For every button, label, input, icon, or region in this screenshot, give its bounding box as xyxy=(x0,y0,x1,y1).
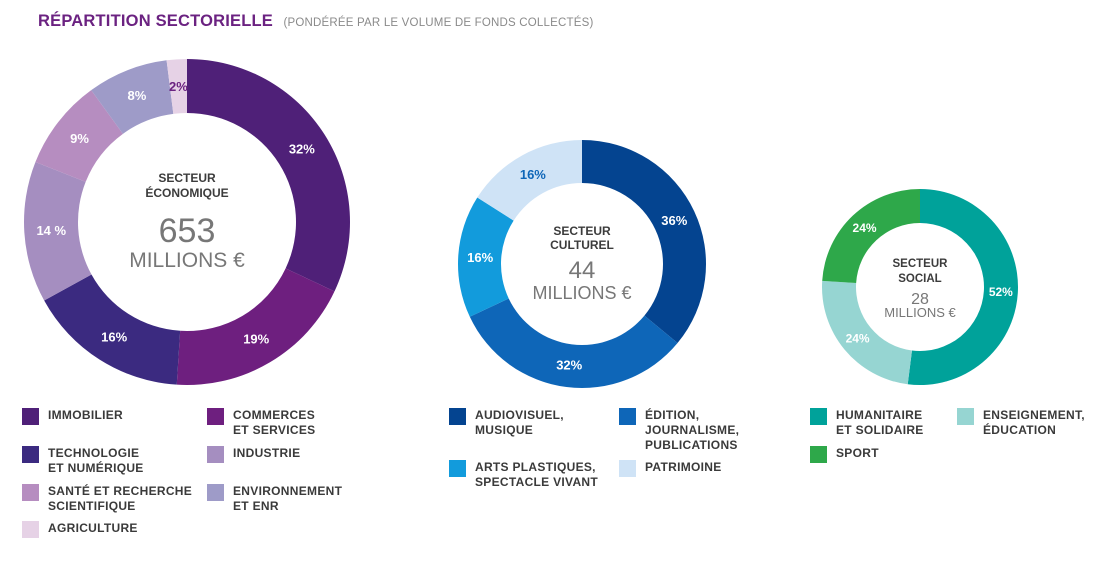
center-amount: 653 xyxy=(159,212,216,250)
chart-title: RÉPARTITION SECTORIELLE xyxy=(38,12,274,30)
donut-slice-commerces-et-services xyxy=(176,268,335,385)
legend-swatch xyxy=(22,484,39,501)
donut-slice-edition-journalisme-publications xyxy=(469,298,678,388)
legend-swatch xyxy=(449,460,466,477)
slice-data-label: 32% xyxy=(289,142,315,157)
donut-charts: 32%19%16%14 %9%8%2%SECTEURÉCONOMIQUE653M… xyxy=(24,59,1018,388)
legend-item-enseignement-education: ENSEIGNEMENT, ÉDUCATION xyxy=(957,408,1085,438)
center-sector-name: ÉCONOMIQUE xyxy=(145,185,228,200)
donut-slice-sport xyxy=(822,189,920,283)
legend-item-commerces-et-services: COMMERCES ET SERVICES xyxy=(207,408,315,438)
center-unit: MILLIONS € xyxy=(532,283,631,303)
legend-swatch xyxy=(207,484,224,501)
slice-data-label: 16% xyxy=(467,250,493,265)
legend-item-agriculture: AGRICULTURE xyxy=(22,521,138,538)
center-sector-name: SOCIAL xyxy=(898,273,941,285)
center-sector-name: CULTUREL xyxy=(550,238,614,252)
donut-slice-environnement-et-enr xyxy=(91,60,174,134)
legend-item-environnement-et-enr: ENVIRONNEMENT ET ENR xyxy=(207,484,342,514)
legend-label: PATRIMOINE xyxy=(645,460,722,474)
legend-label: ENVIRONNEMENT ET ENR xyxy=(233,484,343,513)
legend-swatch xyxy=(22,521,39,538)
legend-item-edition-journalisme-publications: ÉDITION, JOURNALISME, PUBLICATIONS xyxy=(619,408,739,453)
donut-slice-immobilier xyxy=(187,59,350,292)
chart-subtitle: (PONDÉRÉE PAR LE VOLUME DE FONDS COLLECT… xyxy=(283,17,594,29)
legend-item-humanitaire-et-solidaire: HUMANITAIRE ET SOLIDAIRE xyxy=(810,408,924,438)
legend-label: SPORT xyxy=(836,446,879,460)
legend-swatch xyxy=(207,446,224,463)
donut-slice-audiovisuel-musique xyxy=(582,140,706,344)
center-sector-label: SECTEUR xyxy=(553,224,611,238)
slice-data-label: 24% xyxy=(853,221,877,235)
slice-data-label: 2% xyxy=(169,79,188,94)
slice-data-label: 16% xyxy=(520,167,546,182)
legend-swatch xyxy=(619,408,636,425)
legend-swatch xyxy=(22,446,39,463)
legend-item-immobilier: IMMOBILIER xyxy=(22,408,123,425)
slice-data-label: 16% xyxy=(101,329,127,344)
center-amount: 44 xyxy=(569,257,596,284)
center-amount: 28 xyxy=(911,291,929,308)
donut-slice-enseignement-education xyxy=(821,280,912,385)
slice-data-label: 52% xyxy=(989,285,1013,299)
legend-label: COMMERCES ET SERVICES xyxy=(233,408,316,437)
donut-slice-humanitaire-et-solidaire xyxy=(907,189,1018,385)
slice-data-label: 36% xyxy=(661,213,687,228)
legend-item-industrie: INDUSTRIE xyxy=(207,446,300,463)
legend-label: AUDIOVISUEL, MUSIQUE xyxy=(475,408,564,437)
center-sector-label: SECTEUR xyxy=(893,258,949,270)
legend-label: TECHNOLOGIE ET NUMÉRIQUE xyxy=(48,446,144,475)
donut-slice-sante-et-recherche-scientifique xyxy=(35,90,123,182)
legend-item-technologie-et-numerique: TECHNOLOGIE ET NUMÉRIQUE xyxy=(22,446,144,476)
legend-swatch xyxy=(619,460,636,477)
legend-label: ÉDITION, JOURNALISME, PUBLICATIONS xyxy=(645,408,740,452)
legend-label: ENSEIGNEMENT, ÉDUCATION xyxy=(983,408,1085,437)
center-unit: MILLIONS € xyxy=(884,305,956,320)
center-unit: MILLIONS € xyxy=(129,249,245,272)
slice-data-label: 14 % xyxy=(36,223,66,238)
legend-label: INDUSTRIE xyxy=(233,446,301,460)
legend-item-audiovisuel-musique: AUDIOVISUEL, MUSIQUE xyxy=(449,408,564,438)
title-row: RÉPARTITION SECTORIELLE (PONDÉRÉE PAR LE… xyxy=(38,12,593,31)
legend-swatch xyxy=(449,408,466,425)
slice-data-label: 32% xyxy=(556,358,582,373)
donut-slice-agriculture xyxy=(166,59,187,114)
donut-slice-patrimoine xyxy=(477,140,582,221)
donut-slice-industrie xyxy=(24,161,92,301)
legend-item-patrimoine: PATRIMOINE xyxy=(619,460,722,477)
slice-data-label: 8% xyxy=(128,88,147,103)
legend-label: SANTÉ ET RECHERCHE SCIENTIFIQUE xyxy=(48,484,193,513)
legend-label: IMMOBILIER xyxy=(48,408,123,422)
legend-swatch xyxy=(810,446,827,463)
center-sector-label: SECTEUR xyxy=(158,171,216,185)
legend-swatch xyxy=(957,408,974,425)
slice-data-label: 24% xyxy=(846,332,870,346)
legend-label: ARTS PLASTIQUES, SPECTACLE VIVANT xyxy=(475,460,599,489)
legend-swatch xyxy=(810,408,827,425)
legend-swatch xyxy=(22,408,39,425)
slice-data-label: 19% xyxy=(243,332,269,347)
donut-slice-technologie-et-numerique xyxy=(44,274,181,385)
legend-item-sante-et-recherche-scientifique: SANTÉ ET RECHERCHE SCIENTIFIQUE xyxy=(22,484,192,514)
legend-label: HUMANITAIRE ET SOLIDAIRE xyxy=(836,408,924,437)
legend-item-arts-plastiques-spectacle-vivant: ARTS PLASTIQUES, SPECTACLE VIVANT xyxy=(449,460,598,490)
donut-slice-arts-plastiques-spectacle-vivant xyxy=(458,197,514,317)
slice-data-label: 9% xyxy=(70,131,89,146)
legend-swatch xyxy=(207,408,224,425)
legend-item-sport: SPORT xyxy=(810,446,879,463)
legend-label: AGRICULTURE xyxy=(48,521,138,535)
